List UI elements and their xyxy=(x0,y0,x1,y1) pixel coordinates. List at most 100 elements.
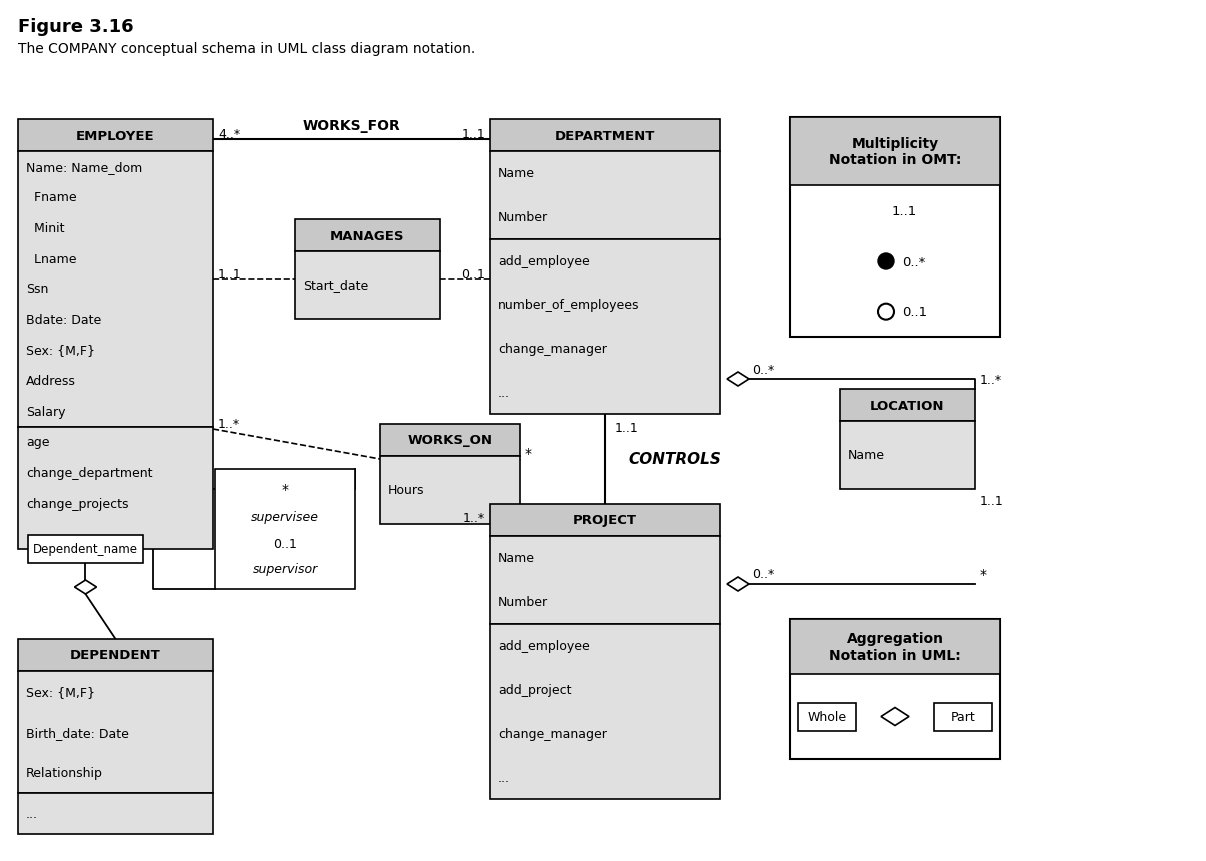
Text: 0..*: 0..* xyxy=(902,255,925,268)
Text: *: * xyxy=(281,482,288,497)
Text: DEPARTMENT: DEPARTMENT xyxy=(555,129,655,142)
Bar xyxy=(841,389,974,422)
Bar xyxy=(18,639,213,672)
Bar xyxy=(28,536,144,563)
Circle shape xyxy=(878,254,894,269)
Text: Ssn: Ssn xyxy=(27,283,48,296)
Text: supervisor: supervisor xyxy=(252,563,317,576)
Text: Number: Number xyxy=(498,211,548,224)
Bar xyxy=(380,424,520,456)
Text: Address: Address xyxy=(27,375,76,387)
Text: 4..*: 4..* xyxy=(218,127,240,140)
Text: 1..1: 1..1 xyxy=(615,422,639,435)
Text: ...: ... xyxy=(27,528,39,541)
Text: add_project: add_project xyxy=(498,683,572,696)
Text: 0..*: 0..* xyxy=(753,363,774,376)
Text: Relationship: Relationship xyxy=(27,766,103,779)
Text: *: * xyxy=(525,447,532,461)
Text: CONTROLS: CONTROLS xyxy=(628,452,721,467)
Bar xyxy=(490,152,720,239)
Text: WORKS_ON: WORKS_ON xyxy=(408,434,492,447)
Text: Name: Name xyxy=(848,449,885,462)
Text: 0..1: 0..1 xyxy=(902,306,927,319)
Text: change_projects: change_projects xyxy=(27,497,129,510)
Text: Lname: Lname xyxy=(27,252,76,265)
Text: WORKS_FOR: WORKS_FOR xyxy=(303,119,400,133)
Text: PROJECT: PROJECT xyxy=(573,514,637,527)
Text: Fname: Fname xyxy=(27,191,77,204)
Bar xyxy=(490,120,720,152)
Bar xyxy=(490,536,720,624)
Text: Sex: {M,F}: Sex: {M,F} xyxy=(27,344,95,357)
Text: Whole: Whole xyxy=(808,710,847,723)
Text: 0..*: 0..* xyxy=(753,568,774,581)
Bar xyxy=(380,456,520,524)
Bar xyxy=(295,220,440,251)
Text: LOCATION: LOCATION xyxy=(871,399,944,412)
Text: change_manager: change_manager xyxy=(498,343,607,356)
Text: Salary: Salary xyxy=(27,406,65,418)
Bar xyxy=(933,703,993,731)
Text: age: age xyxy=(27,436,49,449)
Text: 0..1: 0..1 xyxy=(461,267,485,280)
Bar xyxy=(295,251,440,319)
Text: DEPENDENT: DEPENDENT xyxy=(70,648,160,662)
Text: 1..1: 1..1 xyxy=(461,127,485,140)
Text: Dependent_name: Dependent_name xyxy=(33,543,137,556)
Text: ...: ... xyxy=(498,386,510,400)
Text: Hours: Hours xyxy=(388,484,425,497)
Text: 1..1: 1..1 xyxy=(218,267,241,280)
Text: 1..1: 1..1 xyxy=(980,495,1003,508)
Text: Bdate: Date: Bdate: Date xyxy=(27,313,101,326)
Bar xyxy=(790,619,1000,674)
Bar xyxy=(490,239,720,414)
Text: 1..*: 1..* xyxy=(980,373,1002,386)
Text: Part: Part xyxy=(950,710,976,723)
Polygon shape xyxy=(75,580,96,594)
Bar xyxy=(18,672,213,793)
Text: 1..*: 1..* xyxy=(218,417,240,430)
Text: change_department: change_department xyxy=(27,467,152,480)
Text: number_of_employees: number_of_employees xyxy=(498,299,639,312)
Text: Minit: Minit xyxy=(27,222,64,235)
Polygon shape xyxy=(727,373,749,387)
Bar xyxy=(18,120,213,152)
Text: Name: Name xyxy=(498,167,535,180)
Bar xyxy=(18,152,213,427)
Bar xyxy=(18,427,213,549)
Text: Multiplicity
Notation in OMT:: Multiplicity Notation in OMT: xyxy=(829,137,961,167)
Bar xyxy=(18,793,213,834)
Text: Aggregation
Notation in UML:: Aggregation Notation in UML: xyxy=(829,632,961,662)
Text: Start_date: Start_date xyxy=(303,279,368,292)
Text: ...: ... xyxy=(498,771,510,784)
Text: add_employee: add_employee xyxy=(498,640,590,653)
Bar xyxy=(798,703,856,731)
Text: ...: ... xyxy=(27,808,39,821)
Text: add_employee: add_employee xyxy=(498,255,590,268)
Polygon shape xyxy=(882,708,909,726)
Bar xyxy=(490,624,720,799)
Bar xyxy=(841,422,974,489)
Text: Name: Name_dom: Name: Name_dom xyxy=(27,161,142,174)
Text: Figure 3.16: Figure 3.16 xyxy=(18,18,134,36)
Text: MANAGES: MANAGES xyxy=(330,229,405,242)
Bar xyxy=(215,469,355,589)
Bar xyxy=(490,505,720,536)
Text: 1..*: 1..* xyxy=(463,512,485,525)
Text: Birth_date: Date: Birth_date: Date xyxy=(27,726,129,739)
Text: The COMPANY conceptual schema in UML class diagram notation.: The COMPANY conceptual schema in UML cla… xyxy=(18,42,475,56)
Text: EMPLOYEE: EMPLOYEE xyxy=(76,129,154,142)
Bar xyxy=(790,118,1000,186)
Text: 1..1: 1..1 xyxy=(892,205,918,218)
Text: 0..1: 0..1 xyxy=(273,538,297,551)
Bar xyxy=(790,118,1000,338)
Circle shape xyxy=(878,304,894,320)
Polygon shape xyxy=(727,578,749,592)
Text: Name: Name xyxy=(498,552,535,565)
Bar xyxy=(790,619,1000,759)
Text: supervisee: supervisee xyxy=(251,511,320,523)
Text: change_manager: change_manager xyxy=(498,727,607,740)
Text: *: * xyxy=(980,567,987,581)
Text: Number: Number xyxy=(498,596,548,609)
Text: Sex: {M,F}: Sex: {M,F} xyxy=(27,685,95,698)
